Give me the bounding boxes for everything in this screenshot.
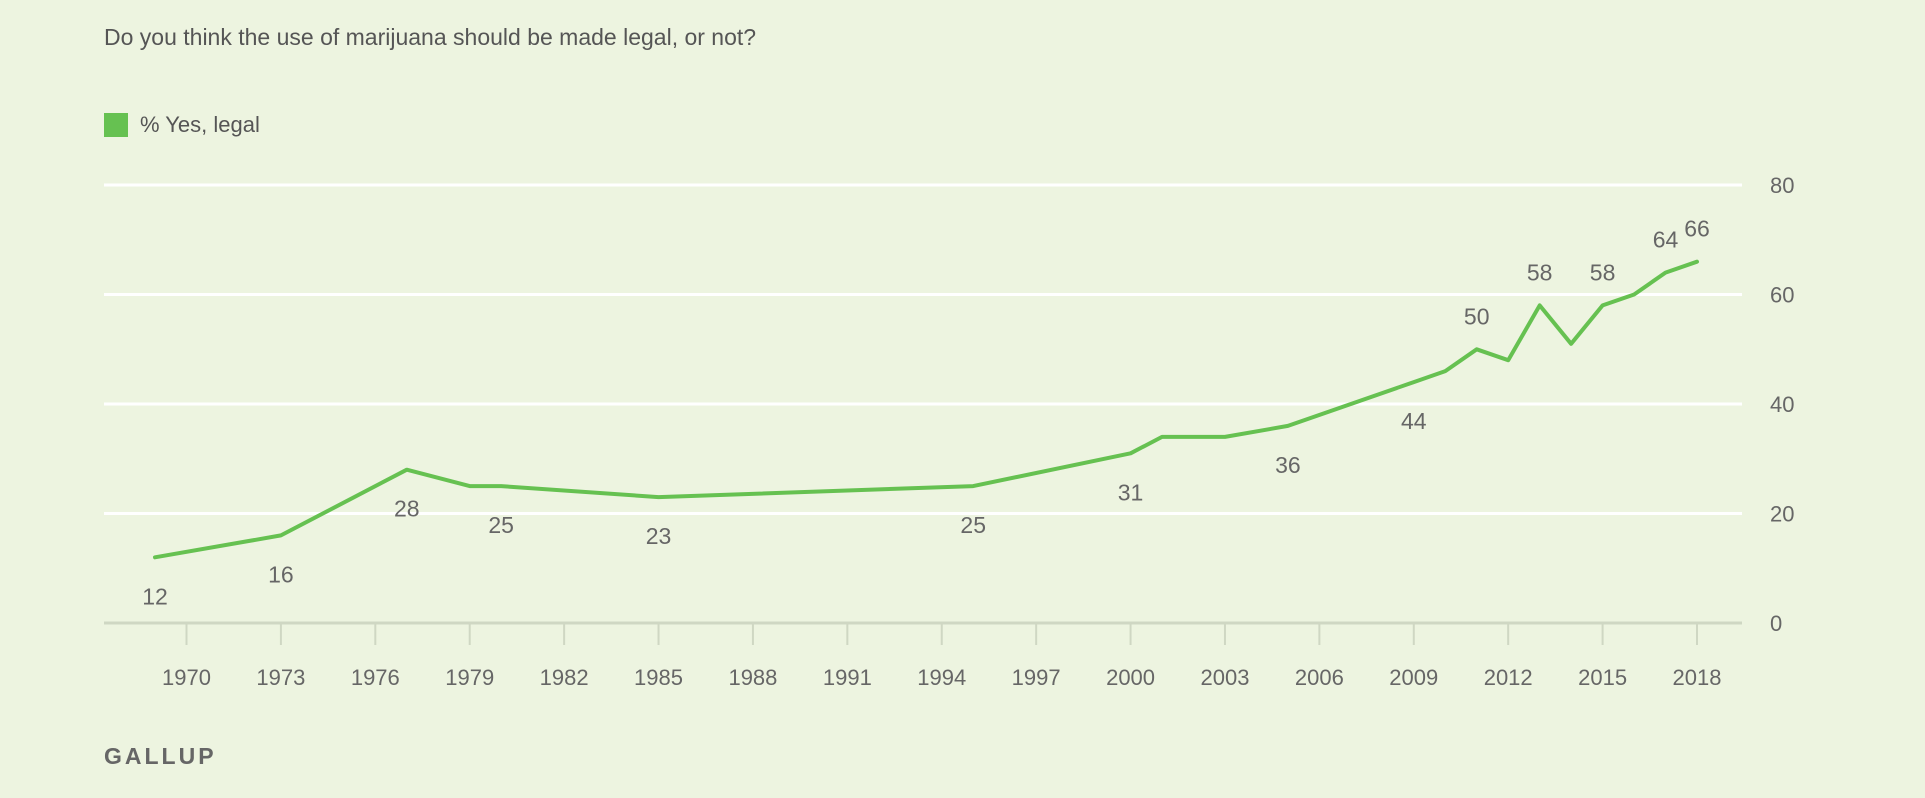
data-label: 25 (488, 512, 514, 538)
data-labels: 12 16 28 25 23 25 31 36 44 50 58 58 64 66 (142, 216, 1710, 610)
x-tick-label: 1976 (351, 665, 400, 690)
data-label: 66 (1684, 216, 1710, 242)
y-tick-label: 0 (1770, 611, 1782, 636)
source-logo-text: GALLUP (104, 743, 217, 769)
data-label: 16 (268, 561, 294, 587)
x-tick-label: 2003 (1200, 665, 1249, 690)
chart-question-title: Do you think the use of marijuana should… (104, 24, 757, 50)
x-tick-label: 1979 (445, 665, 494, 690)
x-tick-label: 1988 (728, 665, 777, 690)
x-tick-label: 1991 (823, 665, 872, 690)
data-label: 28 (394, 496, 420, 522)
series-layer (153, 259, 1699, 560)
x-tick-label: 1997 (1012, 665, 1061, 690)
x-tick-label: 1973 (256, 665, 305, 690)
x-tick-label: 2018 (1673, 665, 1722, 690)
y-tick-label: 20 (1770, 502, 1794, 527)
data-label: 44 (1401, 408, 1427, 434)
y-tick-label: 80 (1770, 173, 1794, 198)
legend: % Yes, legal (104, 112, 260, 138)
legend-label: % Yes, legal (140, 112, 260, 137)
y-tick-label: 60 (1770, 283, 1794, 308)
x-tick-label: 1970 (162, 665, 211, 690)
y-tick-label: 40 (1770, 392, 1794, 417)
data-label: 12 (142, 583, 168, 609)
data-label: 25 (960, 512, 986, 538)
data-label: 50 (1464, 303, 1490, 329)
data-label: 31 (1118, 479, 1144, 505)
x-tick-label: 1994 (917, 665, 966, 690)
data-label: 64 (1653, 227, 1679, 253)
x-tick-label: 2012 (1484, 665, 1533, 690)
series-line (153, 259, 1699, 560)
legend-swatch (104, 113, 128, 137)
gridlines (104, 183, 1742, 515)
data-label: 58 (1590, 259, 1616, 285)
x-tick-label: 1982 (540, 665, 589, 690)
x-tick-label: 2006 (1295, 665, 1344, 690)
x-tick-label: 2009 (1389, 665, 1438, 690)
data-label: 58 (1527, 259, 1553, 285)
x-tick-label: 2015 (1578, 665, 1627, 690)
x-axis: 1970 1973 1976 1979 1982 1985 1988 1991 1994 1997… (104, 621, 1742, 690)
x-tick-label: 1985 (634, 665, 683, 690)
data-label: 23 (646, 523, 672, 549)
x-tick-label: 2000 (1106, 665, 1155, 690)
y-axis: 0 20 40 60 80 (1770, 173, 1794, 636)
data-label: 36 (1275, 452, 1301, 478)
